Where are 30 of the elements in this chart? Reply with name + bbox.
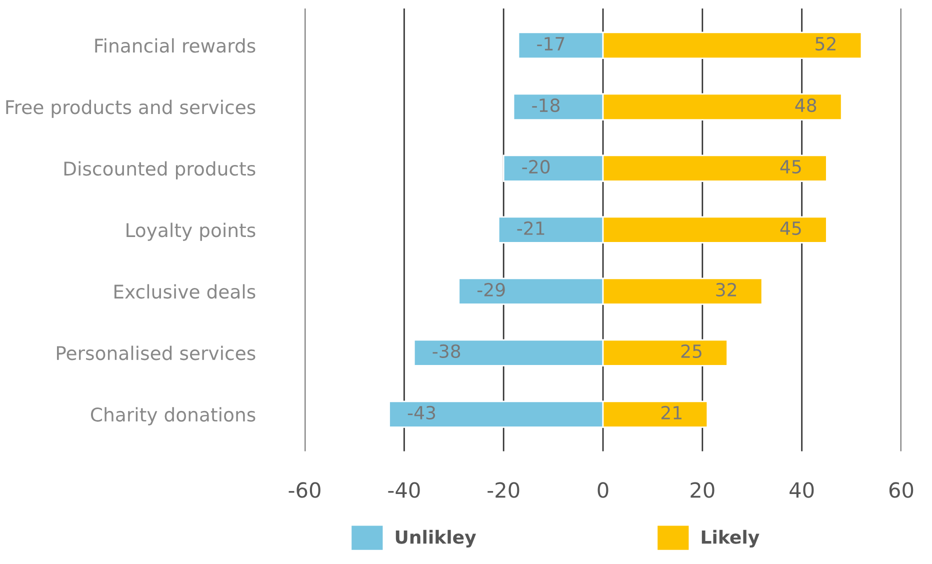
- x-tick-label: -40: [388, 482, 420, 498]
- data-label: -43: [408, 406, 436, 420]
- data-label: 45: [780, 222, 801, 236]
- y-tick-label: Free products and services: [6, 100, 256, 118]
- x-tick-label: 20: [690, 482, 714, 498]
- data-label: 32: [716, 282, 736, 297]
- x-tick-label: 60: [889, 482, 914, 498]
- y-tick-label: Charity donations: [90, 407, 256, 426]
- data-label: 25: [681, 344, 702, 358]
- x-tick-label: -20: [488, 482, 520, 498]
- y-tick-label: Loyalty points: [126, 222, 256, 241]
- data-label: -18: [532, 98, 560, 112]
- data-label: -21: [517, 221, 544, 235]
- y-tick-label: Personalised services: [56, 346, 256, 360]
- legend-label: Likely: [702, 530, 760, 548]
- y-tick-label: Financial rewards: [95, 38, 256, 53]
- legend-label: Unlikley: [396, 530, 476, 548]
- data-label: 48: [795, 98, 816, 112]
- data-label: -17: [537, 37, 564, 50]
- data-label: 21: [661, 406, 682, 420]
- y-tick-label: Discounted products: [64, 161, 256, 180]
- data-label: 45: [780, 160, 801, 174]
- data-label: -38: [432, 344, 460, 358]
- data-label: 52: [816, 36, 836, 51]
- x-tick-label: -60: [288, 482, 320, 498]
- x-tick-label: 40: [790, 482, 814, 498]
- data-label: -29: [477, 282, 505, 297]
- x-tick-label: 0: [598, 482, 608, 498]
- data-label: -20: [522, 160, 550, 174]
- y-tick-label: Exclusive deals: [114, 284, 256, 299]
